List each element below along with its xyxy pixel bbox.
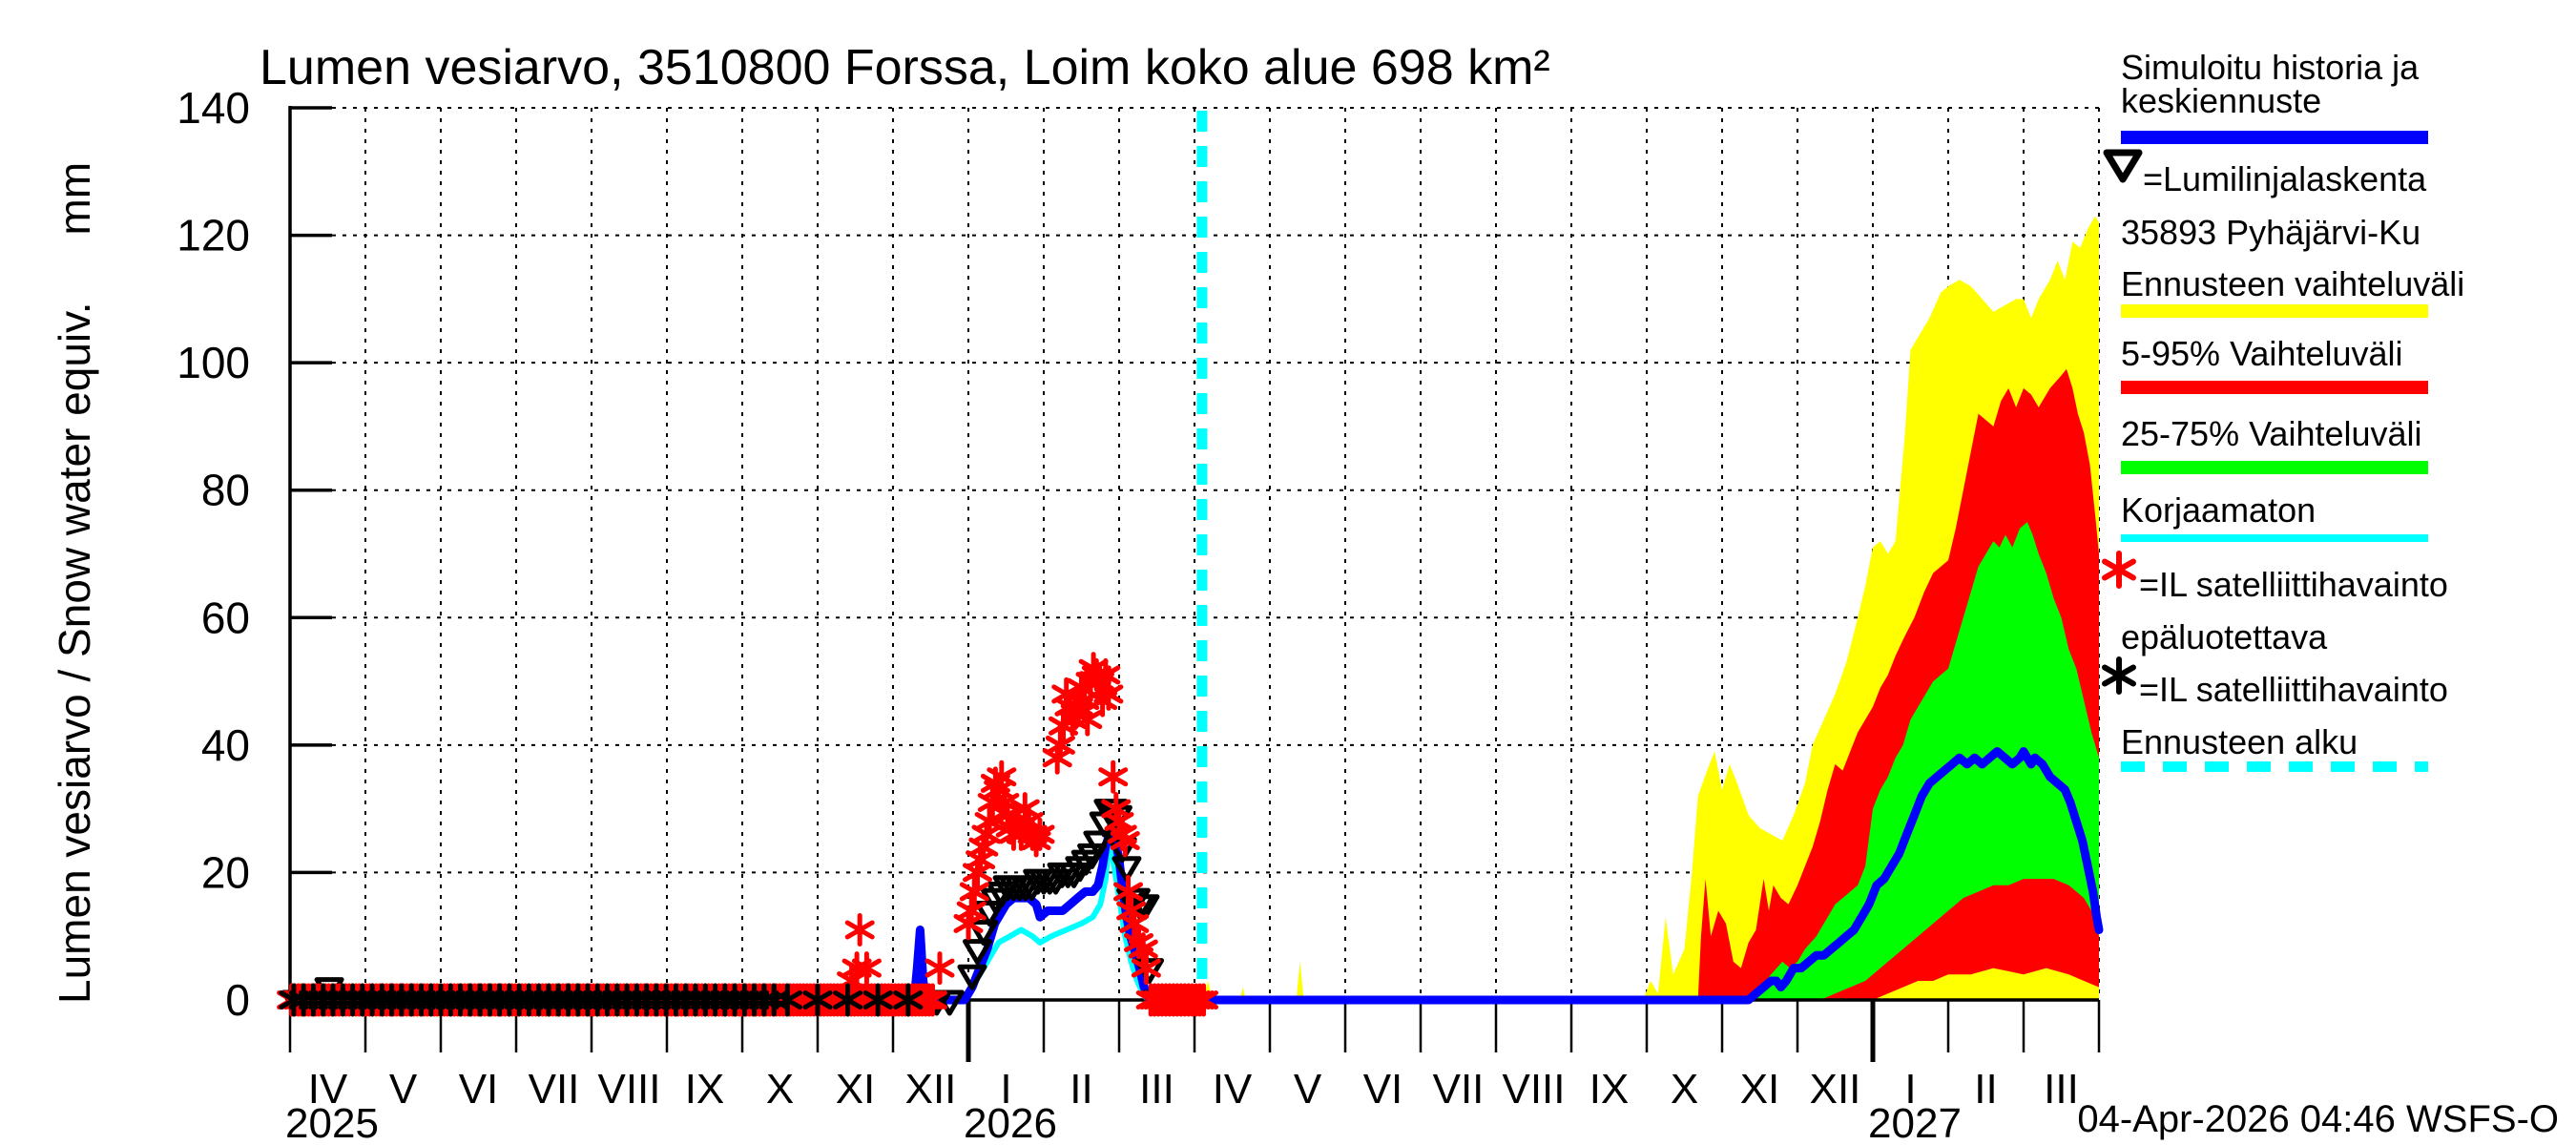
x-tick-label: III <box>2044 1066 2079 1113</box>
legend-label: Ennusteen vaihteluväli <box>2121 264 2464 303</box>
x-tick-label: VIII <box>1502 1066 1565 1113</box>
x-tick-label: III <box>1139 1066 1174 1113</box>
legend-item-range-25-75: 25-75% Vaihteluväli <box>2121 414 2428 474</box>
x-tick-label: V <box>1294 1066 1322 1113</box>
x-tick-label: I <box>1000 1066 1011 1113</box>
x-tick-label: VII <box>1433 1066 1485 1113</box>
legend-label: Simuloitu historia ja <box>2121 48 2420 87</box>
x-tick-label: V <box>389 1066 418 1113</box>
y-tick-label: 40 <box>201 720 250 770</box>
legend-item-snowline-calculation: =Lumilinjalaskenta 35893 Pyhäjärvi-Ku <box>2103 149 2427 252</box>
median-line <box>285 747 2104 1005</box>
legend-swatch <box>2121 461 2428 474</box>
asterisk-icon <box>2102 656 2136 695</box>
legend-item-forecast-start: Ennusteen alku <box>2121 722 2428 772</box>
legend-label: =IL satelliittihavainto <box>2139 565 2448 604</box>
x-tick-label: VI <box>459 1066 499 1113</box>
legend-item-forecast-range: Ennusteen vaihteluväli <box>2121 264 2464 318</box>
legend-label: =Lumilinjalaskenta <box>2143 159 2427 198</box>
legend-item-uncorrected: Korjaamaton <box>2121 490 2428 542</box>
year-label: 2026 <box>964 1100 1057 1145</box>
x-tick-label: XI <box>836 1066 876 1113</box>
legend-label: Ennusteen alku <box>2121 722 2358 761</box>
chart-title: Lumen vesiarvo, 3510800 Forssa, Loim kok… <box>260 40 1550 95</box>
x-tick-label: XII <box>1810 1066 1861 1113</box>
timestamp: 04-Apr-2026 04:46 WSFS-O <box>2077 1098 2559 1140</box>
band-25-75 <box>1751 522 2099 1000</box>
x-tick-label: I <box>1904 1066 1916 1113</box>
y-tick-label: 140 <box>177 83 250 133</box>
legend-item-satellite: =IL satelliittihavainto <box>2102 656 2448 709</box>
legend-swatch <box>2121 381 2428 394</box>
legend-label: =IL satelliittihavainto <box>2139 670 2448 709</box>
x-tick-label: VI <box>1363 1066 1403 1113</box>
x-tick-label: II <box>1974 1066 1997 1113</box>
y-axis-unit: mm <box>50 162 99 236</box>
x-tick-label: XI <box>1740 1066 1780 1113</box>
x-tick-label: XII <box>905 1066 957 1113</box>
legend-label: 5-95% Vaihteluväli <box>2121 334 2403 373</box>
legend-swatch <box>2121 304 2428 318</box>
x-tick-label: IV <box>308 1066 348 1113</box>
y-tick-label: 0 <box>225 975 250 1025</box>
x-tick-label: VII <box>529 1066 580 1113</box>
y-tick-label: 120 <box>177 211 250 260</box>
legend-label: Korjaamaton <box>2121 490 2316 530</box>
x-tick-label: II <box>1070 1066 1092 1113</box>
x-tick-label: IV <box>1213 1066 1253 1113</box>
y-tick-label: 60 <box>201 593 250 642</box>
legend-label: 25-75% Vaihteluväli <box>2121 414 2422 453</box>
satellite-markers-red <box>277 652 1218 1017</box>
asterisk-icon <box>2102 551 2136 589</box>
legend-label: keskiennuste <box>2121 81 2321 120</box>
legend: Simuloitu historia jakeskiennuste=Lumili… <box>2102 48 2464 772</box>
x-tick-label: VIII <box>597 1066 660 1113</box>
x-tick-label: IX <box>1589 1066 1630 1113</box>
satellite-markers-black <box>279 983 924 1017</box>
x-tick-label: IX <box>685 1066 725 1113</box>
x-tick-label: X <box>766 1066 794 1113</box>
legend-swatch <box>2121 534 2428 542</box>
legend-item-range-5-95: 5-95% Vaihteluväli <box>2121 334 2428 394</box>
y-tick-label: 100 <box>177 338 250 387</box>
y-axis-label: Lumen vesiarvo / Snow water equiv. mm <box>50 162 99 1004</box>
x-tick-label: X <box>1671 1066 1698 1113</box>
year-label: 2025 <box>285 1100 379 1145</box>
legend-item-satellite-unreliable: =IL satelliittihavainto epäluotettava <box>2102 551 2448 656</box>
year-label: 2027 <box>1868 1100 1962 1145</box>
legend-label: 35893 Pyhäjärvi-Ku <box>2121 213 2420 252</box>
triangle-down-icon <box>2103 149 2143 183</box>
legend-swatch <box>2121 131 2428 144</box>
y-axis-label-text: Lumen vesiarvo / Snow water equiv. <box>50 302 99 1004</box>
y-tick-label: 80 <box>201 466 250 515</box>
legend-label: epäluotettava <box>2121 617 2328 656</box>
y-tick-label: 20 <box>201 847 250 897</box>
